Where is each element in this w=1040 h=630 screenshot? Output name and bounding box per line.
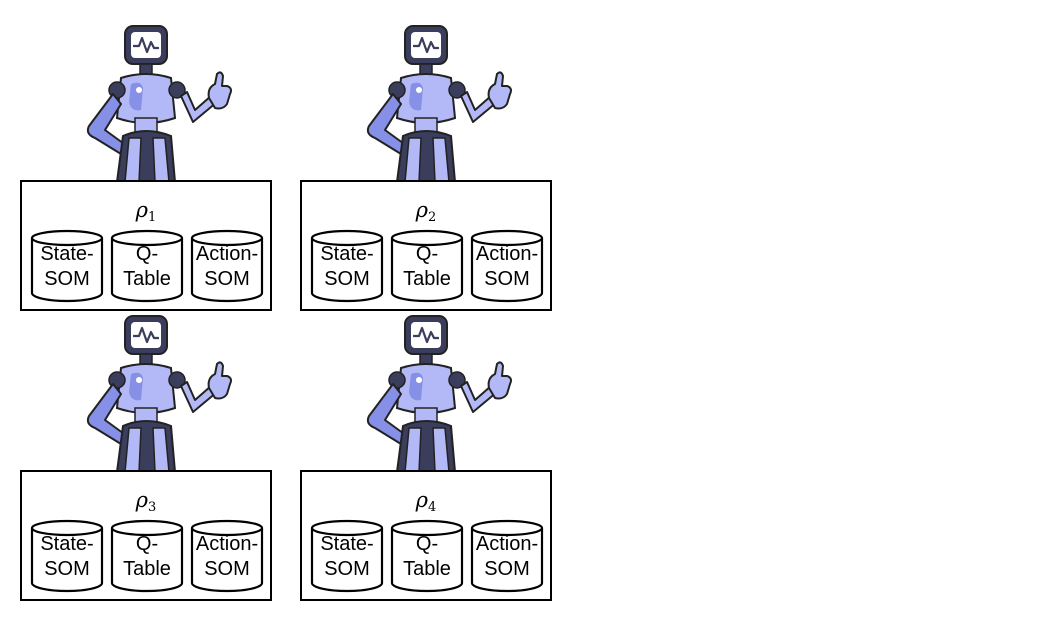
component-label: State- SOM — [30, 242, 104, 292]
component-label-line1: Action- — [195, 533, 259, 555]
database-cylinder: Action- SOM — [190, 229, 264, 303]
component-label-line1: Action- — [475, 533, 539, 555]
agent-symbol: ρ — [415, 488, 429, 512]
component-label: State- SOM — [310, 532, 384, 582]
component-label-line2: SOM — [44, 558, 90, 580]
database-cylinder: Q- Table — [390, 519, 464, 593]
agent-box: ρ1 State- SOM Q- Table Action- SOM — [20, 180, 272, 311]
component-label: Q- Table — [390, 532, 464, 582]
robot-icon — [75, 312, 235, 472]
component-label-line2: SOM — [44, 268, 90, 290]
component-label: Action- SOM — [470, 532, 544, 582]
robot-icon — [75, 22, 235, 182]
agent-box: ρ3 State- SOM Q- Table Action- SOM — [20, 470, 272, 601]
component-label-line1: State- — [320, 243, 374, 265]
component-label-line1: Q- — [135, 243, 159, 265]
database-cylinder: State- SOM — [30, 229, 104, 303]
component-label-line1: Q- — [415, 243, 439, 265]
agent-symbol: ρ — [415, 198, 429, 222]
component-label-line1: State- — [320, 533, 374, 555]
component-label-line2: Table — [123, 268, 171, 290]
agent-label: ρ4 — [302, 488, 550, 515]
agent-1: ρ1 State- SOM Q- Table Action- SOM — [20, 22, 272, 312]
database-cylinder: Q- Table — [110, 519, 184, 593]
database-cylinder: State- SOM — [310, 519, 384, 593]
component-label: Q- Table — [110, 242, 184, 292]
component-label-line2: SOM — [204, 558, 250, 580]
component-label-line2: Table — [403, 268, 451, 290]
component-label: Q- Table — [390, 242, 464, 292]
agent-symbol: ρ — [135, 488, 149, 512]
robot-icon — [355, 312, 515, 472]
agent-index: 3 — [148, 500, 157, 515]
component-label-line2: Table — [403, 558, 451, 580]
component-label-line2: SOM — [484, 558, 530, 580]
component-label-line2: Table — [123, 558, 171, 580]
database-cylinder: Action- SOM — [470, 229, 544, 303]
agent-box: ρ2 State- SOM Q- Table Action- SOM — [300, 180, 552, 311]
agent-3: ρ3 State- SOM Q- Table Action- SOM — [20, 312, 272, 602]
component-label-line2: SOM — [324, 268, 370, 290]
component-label-line1: Q- — [415, 533, 439, 555]
agent-2: ρ2 State- SOM Q- Table Action- SOM — [300, 22, 552, 312]
component-label: Q- Table — [110, 532, 184, 582]
component-label-line1: State- — [40, 243, 94, 265]
database-cylinder: State- SOM — [310, 229, 384, 303]
component-label-line1: Action- — [195, 243, 259, 265]
agent-box: ρ4 State- SOM Q- Table Action- SOM — [300, 470, 552, 601]
database-cylinder: Action- SOM — [190, 519, 264, 593]
database-cylinder: Q- Table — [110, 229, 184, 303]
agent-index: 2 — [428, 210, 437, 225]
component-label: Action- SOM — [470, 242, 544, 292]
agent-symbol: ρ — [135, 198, 149, 222]
database-cylinder: Action- SOM — [470, 519, 544, 593]
database-cylinder: State- SOM — [30, 519, 104, 593]
agent-label: ρ1 — [22, 198, 270, 225]
component-label: State- SOM — [30, 532, 104, 582]
agent-label: ρ2 — [302, 198, 550, 225]
robot-icon — [355, 22, 515, 182]
component-label-line2: SOM — [484, 268, 530, 290]
component-label-line1: Action- — [475, 243, 539, 265]
agent-index: 1 — [148, 210, 157, 225]
component-label: Action- SOM — [190, 242, 264, 292]
component-label-line1: Q- — [135, 533, 159, 555]
component-label-line1: State- — [40, 533, 94, 555]
agent-index: 4 — [428, 500, 437, 515]
component-label: Action- SOM — [190, 532, 264, 582]
agent-4: ρ4 State- SOM Q- Table Action- SOM — [300, 312, 552, 602]
database-cylinder: Q- Table — [390, 229, 464, 303]
agent-label: ρ3 — [22, 488, 270, 515]
component-label-line2: SOM — [324, 558, 370, 580]
component-label-line2: SOM — [204, 268, 250, 290]
component-label: State- SOM — [310, 242, 384, 292]
